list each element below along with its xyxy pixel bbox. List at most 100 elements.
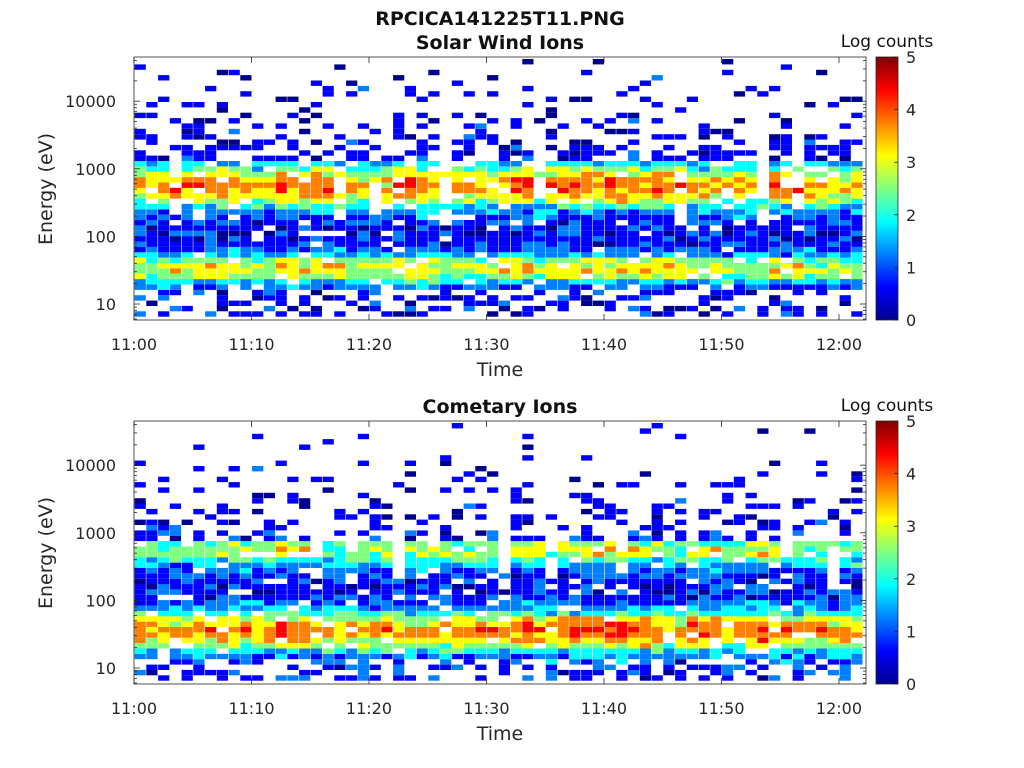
heatmap-cell <box>804 257 816 263</box>
heatmap-cell <box>522 155 534 161</box>
heatmap-cell <box>134 621 146 627</box>
heatmap-cell <box>487 246 499 253</box>
heatmap-cell <box>851 187 863 194</box>
heatmap-cell <box>592 279 604 285</box>
heatmap-cell <box>381 648 393 654</box>
heatmap-cell <box>698 594 710 601</box>
heatmap-cell <box>545 230 557 237</box>
heatmap-cell <box>663 214 675 221</box>
heatmap-cell <box>498 632 510 638</box>
heatmap-cell <box>733 610 745 617</box>
heatmap-cell <box>216 600 228 606</box>
heatmap-cell <box>510 648 522 654</box>
heatmap-cell <box>463 209 475 215</box>
heatmap-cell <box>757 241 769 247</box>
heatmap-cell <box>534 273 546 280</box>
heatmap-cell <box>299 150 311 156</box>
heatmap-cell <box>357 530 369 536</box>
heatmap-cell <box>651 311 663 317</box>
heatmap-cell <box>592 193 604 199</box>
heatmap-cell <box>428 69 440 76</box>
heatmap-cell <box>181 279 193 285</box>
heatmap-cell <box>616 225 628 231</box>
heatmap-cell <box>698 616 710 622</box>
heatmap-cell <box>851 263 863 269</box>
heatmap-cell <box>299 241 311 247</box>
heatmap-cell <box>416 551 428 558</box>
heatmap-cell <box>428 627 440 633</box>
heatmap-cell <box>545 632 557 638</box>
heatmap-cell <box>228 220 240 226</box>
heatmap-cell <box>381 525 393 531</box>
heatmap-cell <box>428 584 440 590</box>
heatmap-cell <box>792 573 804 579</box>
heatmap-cell <box>322 295 334 301</box>
heatmap-cell <box>299 257 311 263</box>
heatmap-cell <box>487 279 499 285</box>
heatmap-cell <box>158 573 170 579</box>
heatmap-cell <box>404 85 416 92</box>
heatmap-cell <box>193 273 205 280</box>
heatmap-cell <box>463 557 475 563</box>
heatmap-cell <box>357 295 369 301</box>
heatmap-cell <box>534 198 546 204</box>
heatmap-cell <box>440 653 452 660</box>
heatmap-cell <box>146 214 158 221</box>
heatmap-cell <box>134 503 146 509</box>
heatmap-cell <box>146 653 158 660</box>
heatmap-cell <box>146 551 158 558</box>
heatmap-cell <box>205 594 217 601</box>
heatmap-cell <box>146 541 158 547</box>
heatmap-cell <box>498 589 510 595</box>
heatmap-cell <box>710 616 722 622</box>
heatmap-cell <box>816 144 828 151</box>
heatmap-cell <box>193 637 205 644</box>
heatmap-cell <box>428 177 440 183</box>
heatmap-cell <box>158 182 170 188</box>
heatmap-cell <box>675 263 687 269</box>
heatmap-cell <box>651 557 663 563</box>
heatmap-cell <box>263 305 275 312</box>
heatmap-cell <box>322 546 334 552</box>
heatmap-cell <box>816 541 828 547</box>
heatmap-cell <box>240 621 252 627</box>
heatmap-cell <box>299 118 311 124</box>
heatmap-cell <box>639 209 651 215</box>
heatmap-cell <box>181 102 193 108</box>
heatmap-cell <box>733 252 745 258</box>
heatmap-cell <box>404 487 416 493</box>
heatmap-cell <box>780 139 792 145</box>
heatmap-cell <box>146 193 158 199</box>
heatmap-cell <box>557 230 569 237</box>
heatmap-cell <box>827 203 839 210</box>
colorbar-tick-label: 3 <box>906 153 916 172</box>
heatmap-cell <box>475 112 487 119</box>
heatmap-cell <box>710 584 722 590</box>
heatmap-cell <box>205 273 217 280</box>
heatmap-cell <box>569 492 581 499</box>
heatmap-cell <box>240 311 252 317</box>
heatmap-cell <box>545 166 557 172</box>
heatmap-cell <box>510 295 522 301</box>
heatmap-cell <box>757 236 769 242</box>
heatmap-cell <box>381 246 393 253</box>
heatmap-cell <box>310 594 322 601</box>
heatmap-cell <box>816 230 828 237</box>
heatmap-cell <box>416 610 428 617</box>
heatmap-cell <box>604 209 616 215</box>
heatmap-cell <box>651 578 663 585</box>
heatmap-cell <box>851 546 863 552</box>
heatmap-cell <box>581 578 593 585</box>
heatmap-cell <box>487 241 499 247</box>
heatmap-cell <box>216 230 228 237</box>
heatmap-cell <box>416 214 428 221</box>
heatmap-cell <box>334 220 346 226</box>
heatmap-cell <box>346 653 358 660</box>
heatmap-cell <box>451 203 463 210</box>
heatmap-cell <box>722 482 734 488</box>
heatmap-cell <box>569 203 581 210</box>
heatmap-cell <box>510 487 522 493</box>
heatmap-cell <box>557 610 569 617</box>
heatmap-cell <box>663 616 675 622</box>
heatmap-cell <box>205 166 217 172</box>
